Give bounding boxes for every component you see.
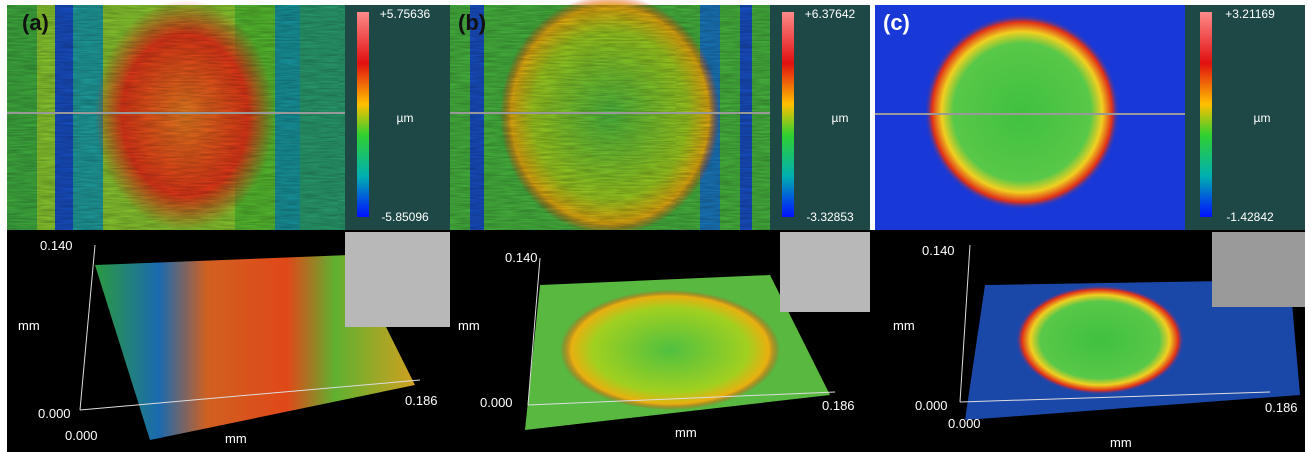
x-unit: mm [675, 425, 697, 440]
figure: (a) +5.75636 µm -5.85096 (b) +6.37642 µm… [0, 0, 1312, 452]
colorbar-a: +5.75636 µm -5.85096 [345, 5, 450, 230]
z-max: 0.140 [40, 238, 73, 253]
z-unit: mm [458, 318, 480, 333]
x-origin: 0.000 [65, 428, 98, 443]
z-origin: 0.000 [915, 398, 948, 413]
x-max: 0.186 [822, 398, 855, 413]
x-max: 0.186 [405, 393, 438, 408]
colorbar-unit: µm [832, 111, 849, 125]
colorbar-max: +5.75636 [380, 7, 431, 21]
colorbar-unit: µm [397, 111, 414, 125]
colorbar-c: +3.21169 µm -1.42842 [1185, 5, 1305, 230]
z-unit: mm [893, 318, 915, 333]
x-unit: mm [225, 431, 247, 446]
panel-label: (b) [458, 10, 486, 35]
panel-label: (a) [22, 10, 49, 35]
z-unit: mm [18, 318, 40, 333]
z-origin: 0.000 [38, 406, 71, 421]
x-origin: 0.000 [948, 416, 981, 431]
x-unit: mm [1110, 435, 1132, 450]
colorbar-min: -5.85096 [381, 210, 429, 224]
colorbar-b: +6.37642 µm -3.32853 [770, 5, 870, 230]
panel-a-map: (a) [7, 0, 345, 230]
colorbar-max: +3.21169 [1225, 7, 1275, 21]
panel-label: (c) [883, 10, 910, 35]
x-max: 0.186 [1265, 400, 1298, 415]
z-max: 0.140 [505, 250, 538, 265]
panel-c-map: (c) [875, 5, 1185, 230]
colorbar-min: -3.32853 [806, 210, 854, 224]
z-origin: 0.000 [480, 395, 513, 410]
colorbar-unit: µm [1254, 111, 1271, 125]
colorbar-min: -1.42842 [1226, 210, 1274, 224]
panel-b-map: (b) [450, 0, 770, 235]
z-max: 0.140 [922, 243, 955, 258]
colorbar-max: +6.37642 [805, 7, 856, 21]
